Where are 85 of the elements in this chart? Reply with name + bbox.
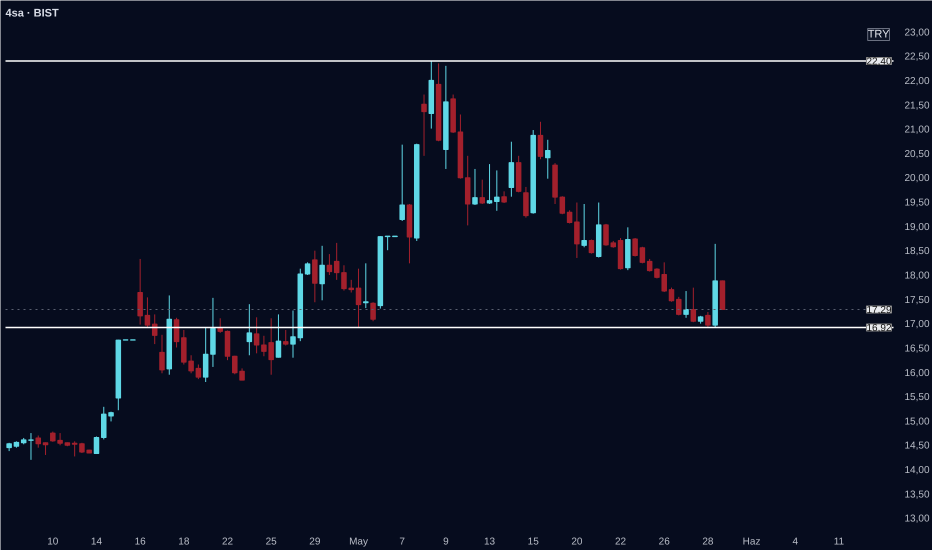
candlestick bbox=[326, 254, 332, 276]
x-tick-label: Haz bbox=[742, 536, 760, 548]
y-tick-label: 19,00 bbox=[904, 222, 930, 233]
x-tick-label: 25 bbox=[266, 536, 278, 548]
candlestick bbox=[36, 435, 42, 448]
y-tick-label: 17,00 bbox=[904, 319, 930, 330]
candlestick bbox=[246, 304, 252, 356]
x-tick-label: May bbox=[349, 536, 368, 548]
chart-title: 4sa · BIST bbox=[6, 8, 59, 20]
candlestick bbox=[334, 242, 340, 280]
y-tick-label: 18,00 bbox=[904, 270, 930, 282]
candlestick bbox=[523, 186, 529, 218]
candlestick bbox=[538, 121, 544, 160]
candlestick bbox=[232, 355, 238, 375]
y-tick-label: 15,50 bbox=[904, 392, 930, 404]
y-tick-label: 15,00 bbox=[904, 416, 930, 428]
candlestick bbox=[399, 144, 405, 222]
candlestick bbox=[152, 314, 158, 345]
x-tick-label: 22 bbox=[614, 536, 627, 548]
candlestick bbox=[42, 442, 48, 456]
x-tick-label: 26 bbox=[658, 536, 670, 548]
ref-line-label: 22,40 bbox=[866, 56, 892, 68]
ref-line-label: 16,92 bbox=[866, 323, 892, 334]
x-tick-label: 14 bbox=[90, 536, 102, 548]
x-tick-label: 11 bbox=[834, 536, 845, 548]
candlestick bbox=[683, 290, 689, 318]
candlestick bbox=[254, 316, 260, 354]
x-tick-label: 16 bbox=[134, 536, 146, 548]
candlestick bbox=[159, 334, 165, 374]
candlestick bbox=[319, 245, 325, 301]
y-tick-label: 19,50 bbox=[904, 198, 930, 209]
candlestick bbox=[356, 268, 362, 329]
candlestick bbox=[501, 190, 507, 204]
y-tick-label: 20,50 bbox=[904, 148, 930, 160]
candlestick bbox=[690, 287, 696, 323]
x-tick-label: 20 bbox=[571, 536, 583, 548]
candlestick bbox=[560, 196, 566, 215]
y-tick-label: 23,00 bbox=[904, 27, 930, 38]
x-tick-label: 29 bbox=[309, 536, 321, 548]
candlestick bbox=[341, 264, 347, 292]
y-tick-label: 14,50 bbox=[904, 440, 930, 452]
x-tick-label: 4 bbox=[792, 536, 798, 548]
y-tick-label: 14,00 bbox=[904, 465, 930, 476]
x-tick-label: 15 bbox=[528, 536, 540, 548]
candlestick bbox=[480, 179, 486, 204]
candlestick bbox=[101, 406, 107, 440]
annotation: TRY bbox=[868, 28, 890, 40]
y-tick-label: 22,00 bbox=[904, 76, 930, 87]
y-tick-label: 16,50 bbox=[904, 343, 930, 354]
candlestick bbox=[239, 368, 245, 382]
ref-line-label: 17,29 bbox=[866, 305, 892, 316]
candlestick bbox=[304, 262, 310, 276]
candlestick bbox=[348, 279, 354, 294]
y-tick-label: 21,00 bbox=[904, 124, 930, 136]
candlestick bbox=[50, 431, 56, 442]
y-tick-label: 16,00 bbox=[904, 368, 930, 379]
y-tick-label: 21,50 bbox=[904, 100, 930, 112]
y-tick-label: 13,50 bbox=[904, 489, 930, 500]
candlestick bbox=[421, 94, 427, 156]
x-tick-label: 7 bbox=[399, 536, 406, 548]
candlestick bbox=[276, 314, 282, 358]
y-tick-label: 13,00 bbox=[904, 514, 930, 525]
candlestick bbox=[545, 139, 551, 180]
candlestick bbox=[581, 203, 587, 248]
x-tick-label: 22 bbox=[222, 536, 234, 548]
x-tick-label: 18 bbox=[178, 536, 190, 548]
candlestick bbox=[472, 168, 478, 206]
y-tick-label: 18,50 bbox=[904, 246, 930, 258]
y-tick-label: 17,50 bbox=[904, 294, 930, 306]
candlestick bbox=[94, 436, 100, 454]
candlestick bbox=[705, 311, 711, 328]
candlestick bbox=[282, 329, 288, 346]
y-tick-label: 22,50 bbox=[904, 52, 930, 63]
x-tick-label: 9 bbox=[443, 536, 450, 548]
x-tick-label: 10 bbox=[47, 536, 59, 548]
x-tick-label: 28 bbox=[702, 536, 714, 548]
candlestick bbox=[370, 302, 376, 322]
x-tick-label: 13 bbox=[484, 536, 496, 548]
candlestick bbox=[603, 223, 609, 246]
candlestick bbox=[268, 318, 274, 376]
candlestick bbox=[261, 335, 267, 357]
candlestick bbox=[108, 411, 114, 422]
candlestick bbox=[312, 250, 318, 303]
y-tick-label: 20,00 bbox=[904, 173, 930, 184]
candlestick bbox=[588, 238, 594, 254]
